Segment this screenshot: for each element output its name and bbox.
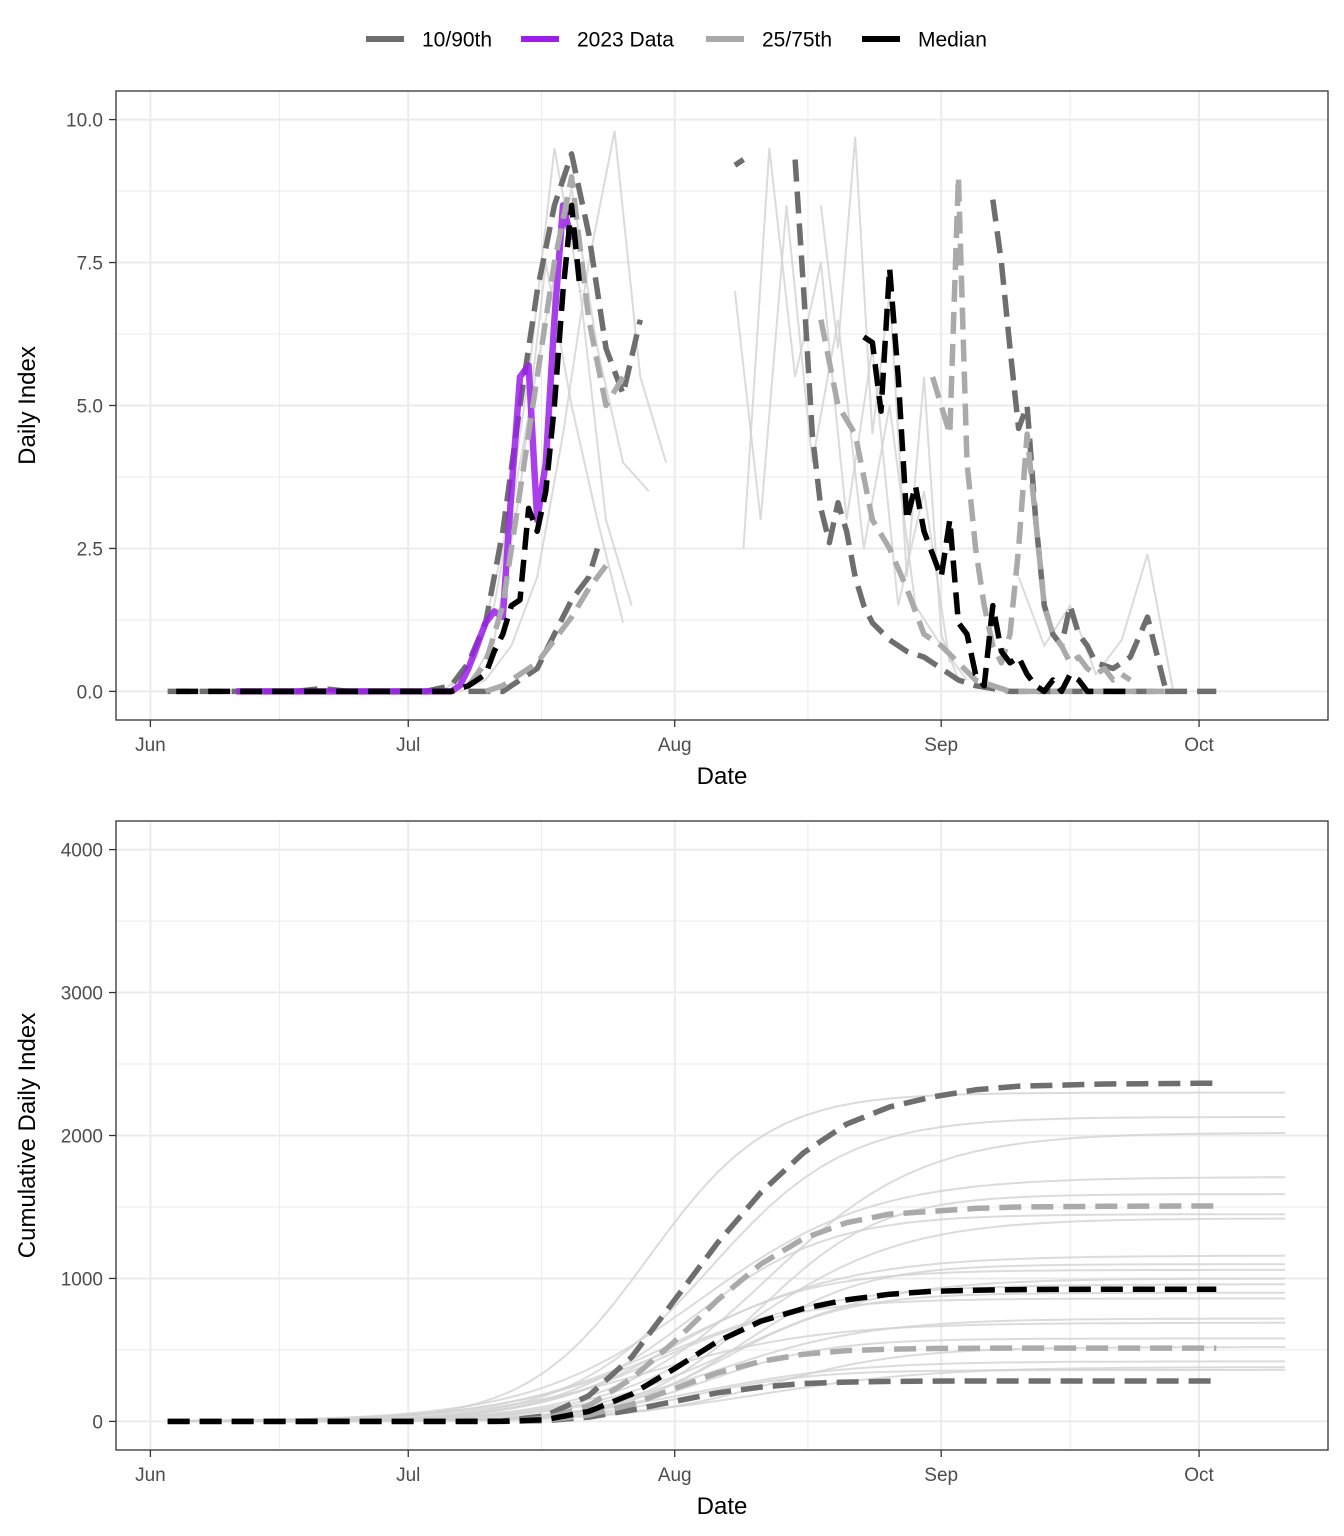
series-line-10-90th bbox=[468, 547, 601, 695]
daily-panel-axes: Jun Jul Aug Sep Oct 0.0 2.5 5.0 7.5 10.0 bbox=[66, 111, 1215, 756]
historical-year-line bbox=[742, 148, 951, 663]
series-line-25-75th bbox=[466, 174, 626, 688]
y-tick-label: 1000 bbox=[61, 1269, 103, 1290]
historical-year-line bbox=[733, 205, 968, 681]
x-tick-label: Jun bbox=[135, 735, 166, 756]
x-tick-label: Sep bbox=[924, 1465, 958, 1486]
daily-index-panel: Jun Jul Aug Sep Oct 0.0 2.5 5.0 7.5 10.0 Date Dai… bbox=[14, 90, 1329, 790]
x-tick-label: Jul bbox=[396, 1465, 420, 1486]
daily-x-axis-title: Date bbox=[697, 763, 748, 790]
daily-series-lines bbox=[167, 151, 1217, 695]
legend: 10/90th 2023 Data 25/75th Median bbox=[366, 29, 987, 52]
y-tick-label: 4000 bbox=[61, 841, 103, 862]
x-tick-label: Oct bbox=[1184, 735, 1214, 756]
series-line-25-75th bbox=[484, 563, 609, 695]
y-tick-label: 10.0 bbox=[66, 111, 103, 132]
historical-year-line bbox=[167, 1321, 1285, 1422]
legend-label-10-90th: 10/90th bbox=[422, 29, 492, 52]
y-tick-label: 7.5 bbox=[77, 254, 103, 275]
cumulative-historical-lines bbox=[167, 1091, 1286, 1423]
cumulative-y-axis-title: Cumulative Daily Index bbox=[14, 1013, 41, 1258]
cumulative-series-lines bbox=[167, 1080, 1217, 1425]
legend-label-median: Median bbox=[918, 29, 987, 52]
daily-y-axis-title: Daily Index bbox=[14, 346, 41, 465]
y-tick-label: 2.5 bbox=[77, 539, 103, 560]
y-tick-label: 0.0 bbox=[77, 682, 103, 703]
cumulative-x-axis-title: Date bbox=[697, 1493, 748, 1520]
legend-label-25-75th: 25/75th bbox=[762, 29, 832, 52]
x-tick-label: Oct bbox=[1184, 1465, 1214, 1486]
legend-label-2023-data: 2023 Data bbox=[577, 29, 674, 52]
series-line-median bbox=[862, 265, 1131, 695]
historical-year-line bbox=[1017, 553, 1175, 692]
series-line-10-90th bbox=[733, 157, 746, 168]
y-tick-label: 2000 bbox=[61, 1127, 103, 1148]
series-line-median bbox=[167, 1286, 1217, 1425]
y-tick-label: 0 bbox=[92, 1412, 103, 1433]
historical-year-line bbox=[167, 1368, 1285, 1423]
cumulative-panel-axes: Jun Jul Aug Sep Oct 0 1000 2000 3000 4000 bbox=[61, 841, 1215, 1486]
x-tick-label: Jul bbox=[396, 735, 420, 756]
y-tick-label: 3000 bbox=[61, 984, 103, 1005]
x-tick-label: Aug bbox=[658, 735, 692, 756]
cumulative-index-panel: Jun Jul Aug Sep Oct 0 1000 2000 3000 4000 Date Cu… bbox=[14, 820, 1329, 1520]
historical-year-line bbox=[459, 130, 668, 693]
x-tick-label: Aug bbox=[658, 1465, 692, 1486]
series-line-25-75th bbox=[929, 174, 1132, 683]
series-line-25-75th bbox=[818, 319, 1165, 695]
x-tick-label: Sep bbox=[924, 735, 958, 756]
series-line-median bbox=[176, 202, 583, 695]
y-tick-label: 5.0 bbox=[77, 397, 103, 418]
x-tick-label: Jun bbox=[135, 1465, 166, 1486]
